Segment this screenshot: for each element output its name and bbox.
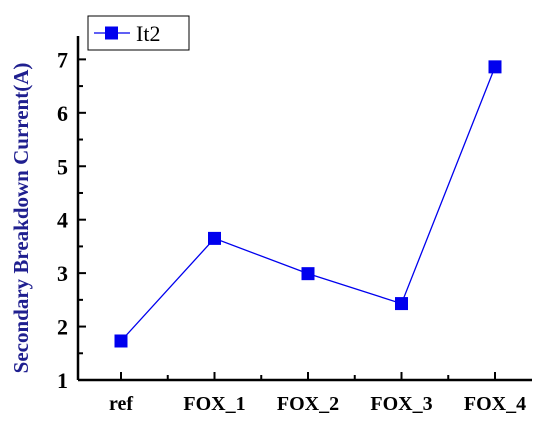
y-tick-label: 2: [57, 315, 68, 340]
y-tick-label: 7: [57, 47, 68, 72]
data-point: [488, 60, 502, 74]
y-tick-label: 4: [57, 208, 68, 233]
axes: 1 2 3 4 5 6 7 ref FOX_1 FOX_2 FOX_3 FOX_4: [57, 36, 532, 415]
data-point: [301, 267, 315, 281]
legend-label: It2: [136, 21, 160, 46]
y-tick-label: 3: [57, 261, 68, 286]
series-line-It2: [120, 66, 496, 342]
x-tick-label: ref: [109, 393, 133, 415]
series-layer: [114, 60, 502, 348]
y-tick-label: 1: [57, 368, 68, 393]
y-tick-label: 6: [57, 101, 68, 126]
y-axis-label: Secondary Breakdown Current(A): [9, 63, 33, 374]
x-tick-label: FOX_4: [464, 393, 526, 415]
data-point: [114, 334, 128, 348]
legend-marker: [105, 26, 118, 40]
data-point: [208, 231, 221, 245]
x-tick-label: FOX_1: [183, 393, 245, 415]
x-tick-label: FOX_2: [277, 393, 339, 415]
x-tick-label: FOX_3: [370, 393, 432, 415]
y-tick-label: 5: [57, 154, 68, 179]
legend: It2: [87, 15, 190, 51]
data-point: [395, 297, 408, 311]
